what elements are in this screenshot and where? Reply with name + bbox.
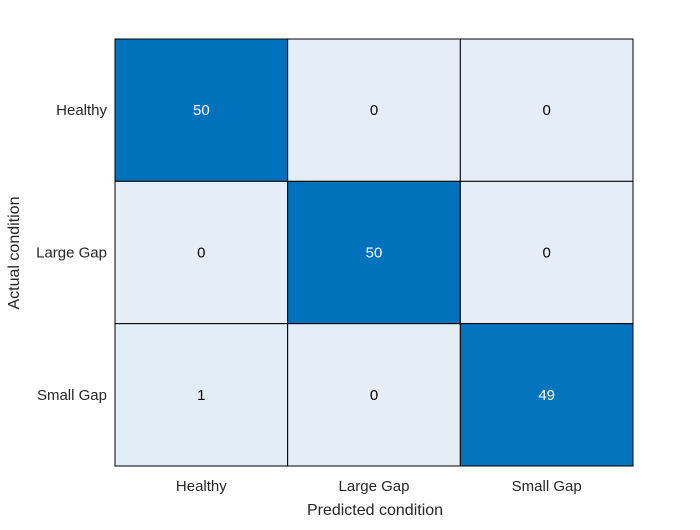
heatmap-cell (459, 323, 634, 467)
heatmap-cell (287, 38, 461, 182)
cell-value-label: 50 (193, 102, 210, 119)
heatmap-cell (287, 180, 461, 325)
heatmap-cell (459, 38, 634, 182)
y-tick-label: Large Gap (36, 245, 107, 262)
cells-layer (114, 38, 634, 467)
cell-value-label: 0 (370, 387, 378, 404)
heatmap-cell (114, 38, 289, 182)
cell-value-label: 49 (538, 387, 555, 404)
cell-value-label: 0 (197, 245, 205, 262)
cell-value-label: 0 (542, 245, 550, 262)
cell-value-label: 1 (197, 387, 205, 404)
x-tick-label: Large Gap (339, 478, 410, 495)
y-tick-label: Small Gap (37, 387, 107, 404)
y-axis-label: Actual condition (6, 197, 23, 310)
x-axis-label: Predicted condition (307, 502, 443, 519)
heatmap-cell (459, 180, 634, 325)
cell-value-label: 0 (542, 102, 550, 119)
x-tick-label: Small Gap (512, 478, 582, 495)
x-tick-label: Healthy (176, 478, 227, 495)
y-tick-labels: Healthy Large Gap Small Gap (36, 102, 107, 404)
x-tick-labels: Healthy Large Gap Small Gap (176, 478, 582, 495)
heatmap-cell (114, 180, 289, 325)
heatmap-cell (114, 323, 289, 467)
cell-value-label: 0 (370, 102, 378, 119)
cell-labels-layer: 50 0 0 0 50 0 1 0 49 (193, 102, 555, 404)
heatmap-cell (287, 323, 461, 467)
y-tick-label: Healthy (56, 102, 107, 119)
cell-value-label: 50 (366, 245, 383, 262)
